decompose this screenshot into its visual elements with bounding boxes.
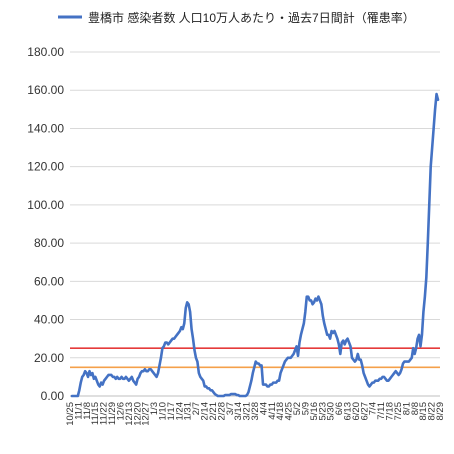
series (70, 92, 440, 398)
series-line (70, 92, 440, 398)
x-tick-label: 5/2 (292, 402, 303, 415)
x-tick-label: 6/13 (343, 402, 354, 421)
x-tick-label: 6/27 (359, 402, 370, 421)
gridlines (70, 51, 440, 397)
x-tick-label: 4/18 (275, 402, 286, 421)
legend: 豊橋市 感染者数 人口10万人あたり・過去7日間計（罹患率） (58, 10, 415, 25)
x-tick-label: 11/22 (99, 402, 110, 425)
x-tick-label: 2/28 (216, 402, 227, 421)
y-tick-label: 0.00 (41, 389, 65, 403)
y-tick-label: 80.00 (34, 236, 64, 250)
legend-label: 豊橋市 感染者数 人口10万人あたり・過去7日間計（罹患率） (88, 10, 415, 25)
x-tick-label: 4/25 (284, 402, 295, 421)
y-axis-ticks: 0.00 20.00 40.00 60.00 80.00 100.00 120.00 140.… (27, 45, 64, 403)
x-tick-label: 4/4 (258, 402, 269, 415)
x-tick-label: 4/11 (267, 402, 278, 420)
x-tick-label: 7/4 (368, 402, 379, 415)
x-tick-label: 3/21 (242, 402, 253, 421)
x-tick-label: 1/3 (149, 402, 160, 415)
x-tick-label: 8/29 (435, 402, 446, 421)
x-tick-label: 2/7 (191, 402, 202, 415)
x-tick-label: 8/22 (427, 402, 438, 421)
x-tick-label: 8/1 (401, 402, 412, 415)
x-tick-label: 11/15 (90, 402, 101, 425)
x-tick-label: 11/1 (73, 402, 84, 420)
x-tick-label: 6/20 (351, 402, 362, 421)
x-tick-label: 7/11 (376, 402, 387, 420)
x-tick-label: 12/13 (124, 402, 135, 426)
x-axis-ticks: 10/2511/111/811/1511/2211/2912/612/1312/… (65, 402, 446, 426)
x-tick-label: 5/16 (309, 402, 320, 421)
x-tick-label: 11/29 (107, 402, 118, 425)
x-tick-label: 1/24 (174, 402, 185, 421)
x-tick-label: 1/31 (183, 402, 194, 421)
x-tick-label: 5/9 (300, 402, 311, 415)
y-tick-label: 180.00 (27, 45, 64, 59)
y-tick-label: 20.00 (34, 351, 64, 365)
x-tick-label: 12/6 (115, 402, 126, 421)
y-tick-label: 140.00 (27, 121, 64, 135)
x-tick-label: 7/25 (393, 402, 404, 421)
x-tick-label: 2/21 (208, 402, 219, 421)
x-tick-label: 5/23 (317, 402, 328, 421)
x-tick-label: 8/8 (410, 402, 421, 415)
x-tick-label: 7/18 (385, 402, 396, 421)
x-tick-label: 10/25 (65, 402, 76, 426)
x-tick-label: 2/14 (200, 402, 211, 421)
x-tick-label: 1/10 (158, 402, 169, 421)
y-tick-label: 120.00 (27, 160, 64, 174)
x-tick-label: 6/6 (334, 402, 345, 415)
x-tick-label: 3/7 (225, 402, 236, 415)
x-tick-label: 12/27 (141, 402, 152, 426)
y-tick-label: 100.00 (27, 198, 64, 212)
y-tick-label: 160.00 (27, 83, 64, 97)
y-tick-label: 40.00 (34, 313, 64, 327)
y-tick-label: 60.00 (34, 274, 64, 288)
x-tick-label: 3/14 (233, 402, 244, 421)
x-tick-label: 5/30 (326, 402, 337, 421)
x-tick-label: 8/15 (418, 402, 429, 421)
x-tick-label: 1/17 (166, 402, 177, 421)
x-tick-label: 12/20 (132, 402, 143, 426)
x-tick-label: 11/8 (82, 402, 93, 420)
x-tick-label: 3/28 (250, 402, 261, 421)
